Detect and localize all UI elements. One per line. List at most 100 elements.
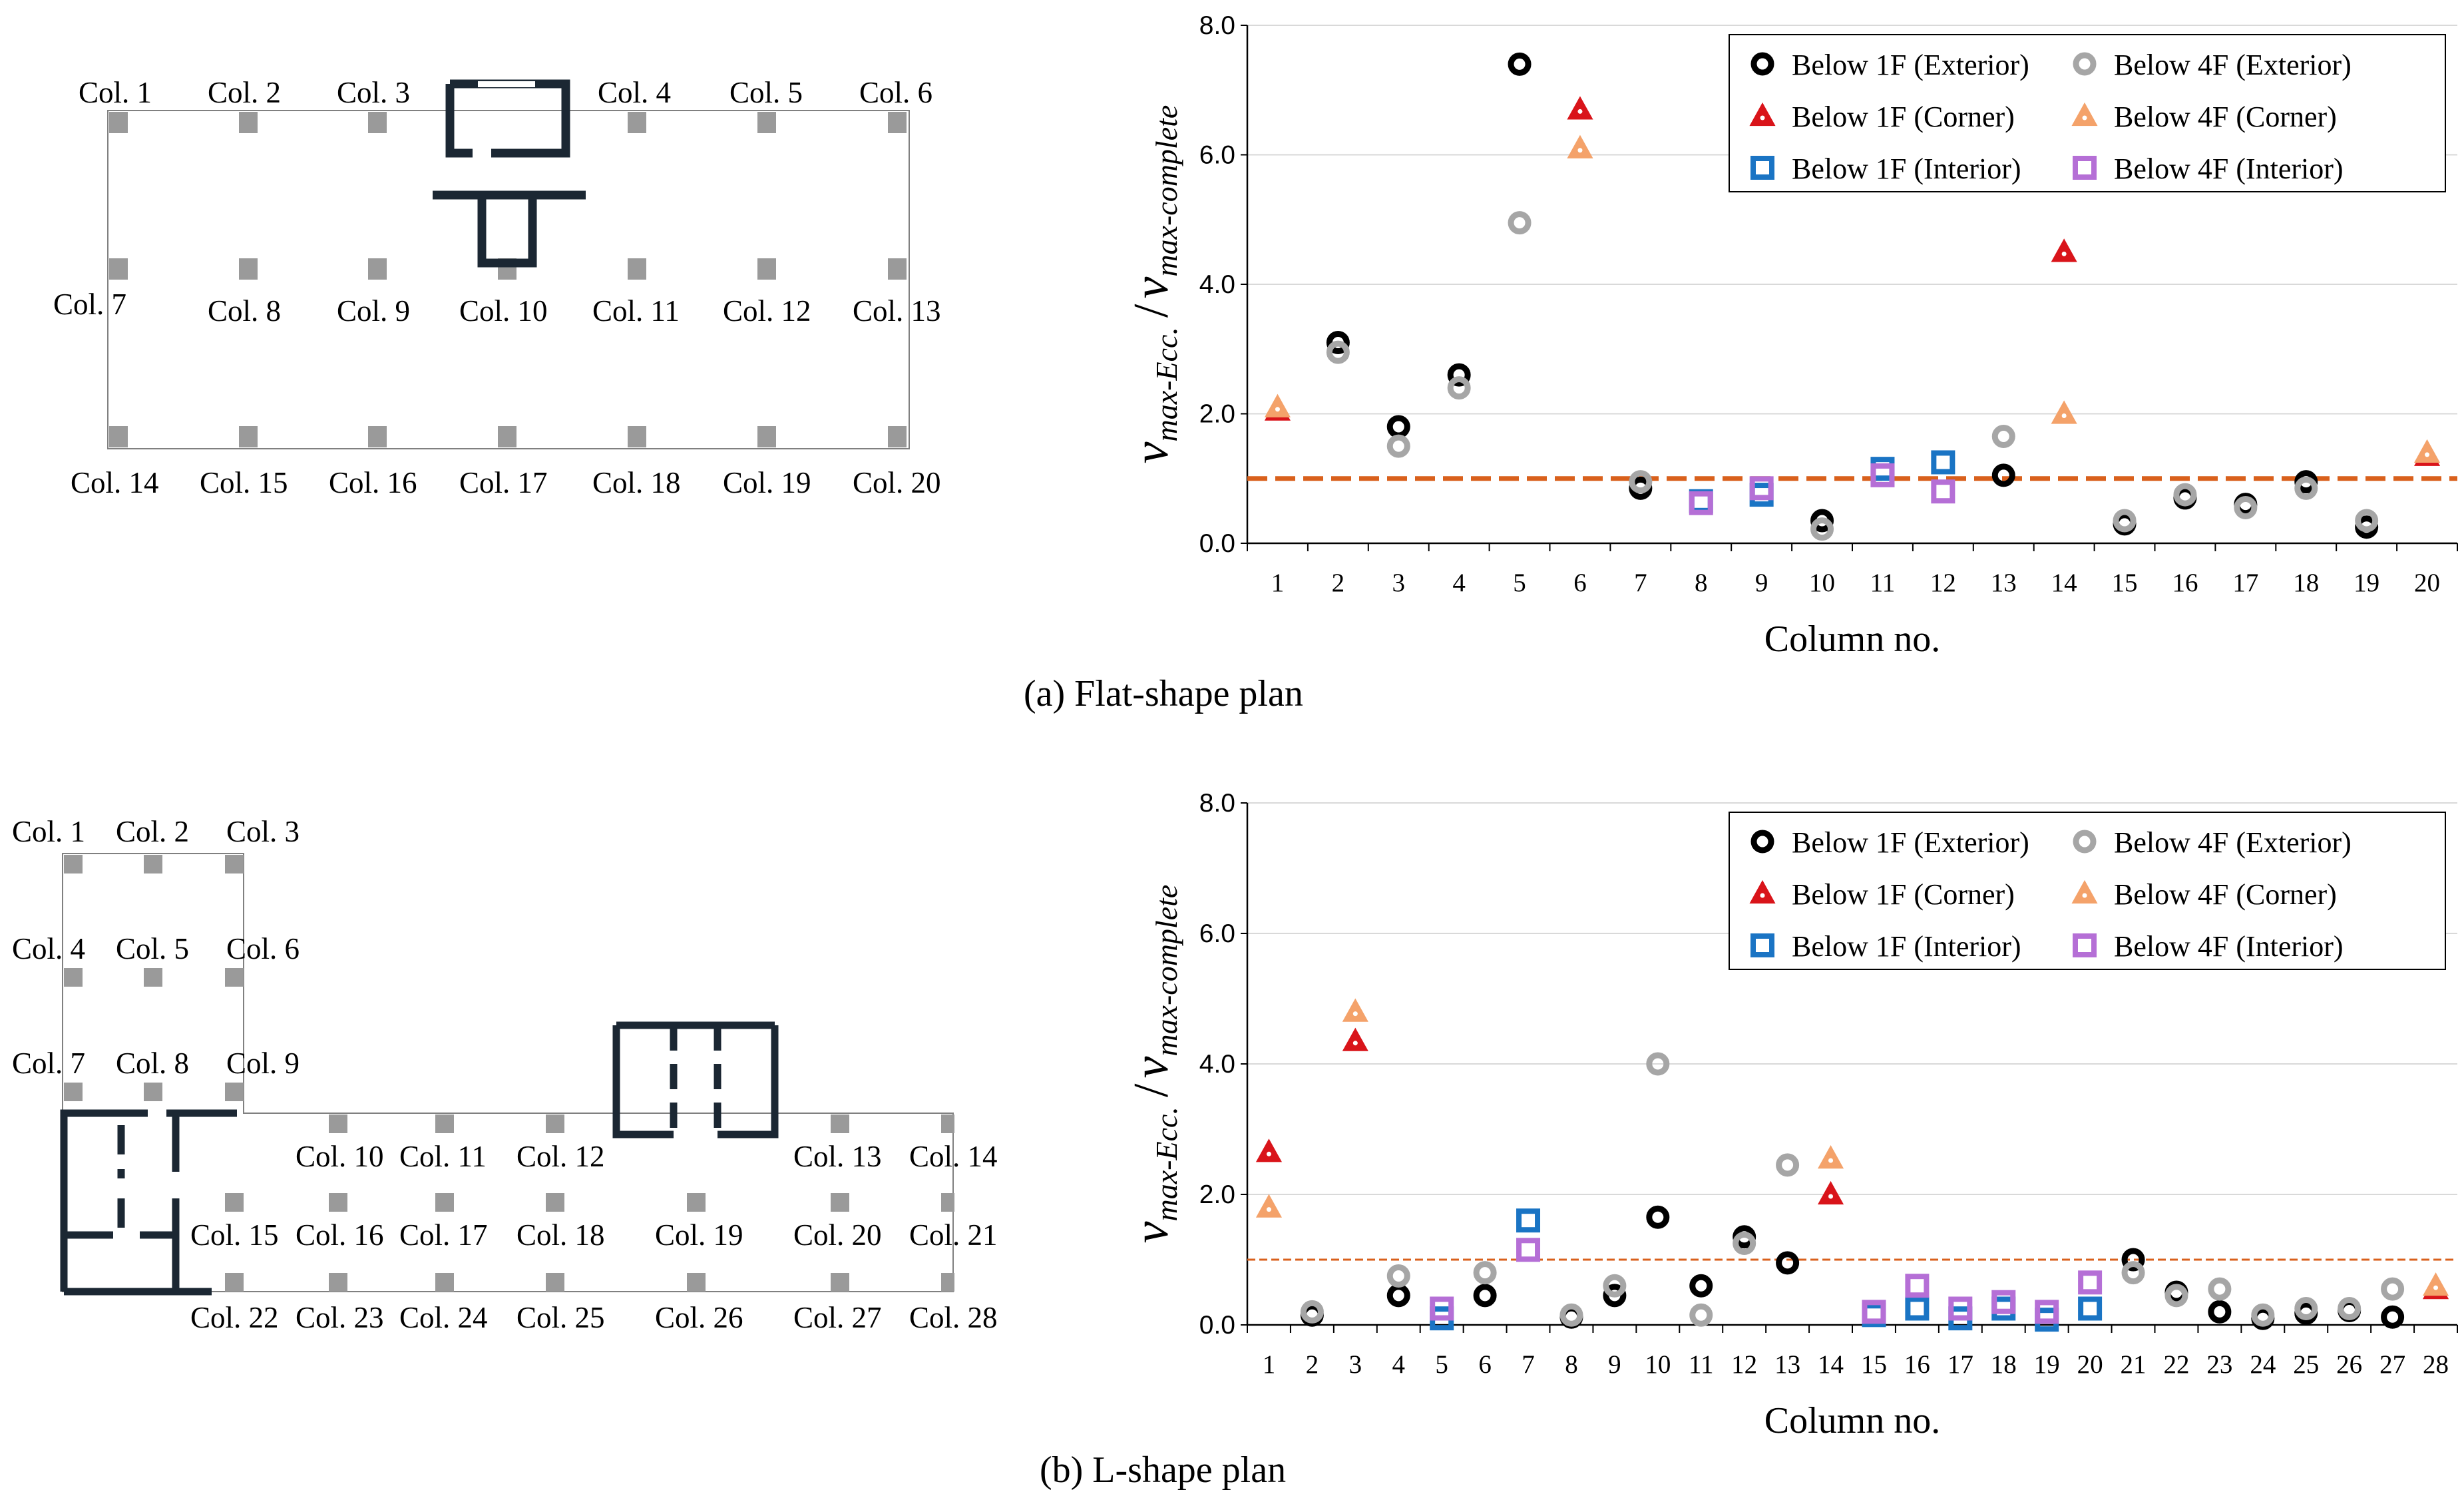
data-point <box>2294 1297 2318 1320</box>
x-tick-label: 17 <box>2232 569 2258 597</box>
legend-marker <box>1750 830 1774 854</box>
data-point <box>1749 483 1774 507</box>
plan-b-col-marker <box>329 1115 347 1133</box>
data-point <box>1386 415 1410 439</box>
data-point <box>2113 509 2137 533</box>
plan-a-columns <box>109 112 907 447</box>
plan-b-col-marker <box>225 1273 244 1292</box>
plan-a-flat-shape: Col. 1 Col. 2 Col. 3 Col. 4 Col. 5 Col. … <box>53 76 941 499</box>
x-tick-label: 3 <box>1392 569 1406 597</box>
x-tick-label: 12 <box>1731 1350 1757 1379</box>
data-point-center <box>1577 148 1583 153</box>
plan-b-col-label: Col. 13 <box>793 1140 882 1173</box>
x-tick-label: 15 <box>1861 1350 1887 1379</box>
plan-b-col-label: Col. 6 <box>226 932 300 965</box>
x-tick-label: 19 <box>2034 1350 2060 1379</box>
legend-label: Below 1F (Interior) <box>1792 930 2021 963</box>
data-point <box>2208 1277 2232 1301</box>
x-tick-label: 11 <box>1870 569 1896 597</box>
x-tick-label: 16 <box>1904 1350 1930 1379</box>
x-tick-label: 19 <box>2354 569 2379 597</box>
caption-b: (b) L-shape plan <box>1040 1449 1286 1491</box>
x-tick-label: 6 <box>1573 569 1587 597</box>
data-point <box>1264 393 1291 417</box>
data-point <box>1646 1205 1670 1229</box>
x-tick-label: 10 <box>1645 1350 1671 1379</box>
plan-b-core-walls <box>60 1021 779 1296</box>
data-point <box>2051 400 2077 424</box>
y-axis-title: vmax-Ecc./vmax-complete <box>1124 105 1183 464</box>
data-point <box>1931 450 1955 475</box>
plan-a-col-label: Col. 5 <box>729 76 803 109</box>
legend-marker <box>2071 102 2098 126</box>
plan-a-col-label: Col. 4 <box>598 76 671 109</box>
plan-a-col-label: Col. 10 <box>459 294 548 328</box>
plan-a-col-label: Col. 8 <box>208 294 281 328</box>
legend-marker-center <box>1760 893 1765 898</box>
data-point <box>1991 1290 2016 1314</box>
legend-marker <box>2073 156 2097 180</box>
series-below-1f-corner- <box>1255 1027 2449 1300</box>
legend-label: Below 4F (Exterior) <box>2114 49 2352 81</box>
y-tick-label: 4.0 <box>1199 270 1235 299</box>
legend-label: Below 1F (Corner) <box>1792 101 2015 133</box>
legend-label: Below 1F (Interior) <box>1792 152 2021 185</box>
data-point <box>1447 376 1471 400</box>
plan-b-col-label: Col. 26 <box>655 1301 743 1334</box>
data-point <box>1300 1300 1324 1324</box>
legend-label: Below 4F (Interior) <box>2114 930 2344 963</box>
y-tick-label: 8.0 <box>1199 789 1235 818</box>
x-tick-label: 2 <box>1306 1350 1319 1379</box>
series-below-4f-exterior- <box>1326 211 2379 541</box>
x-axis-title: Column no. <box>1764 1400 1940 1441</box>
data-point <box>2381 1305 2405 1329</box>
plan-a-col-label: Col. 18 <box>592 466 681 499</box>
y-tick-label: 0.0 <box>1199 529 1235 558</box>
data-point <box>2078 1296 2103 1321</box>
data-point <box>1603 1274 1627 1298</box>
plan-a-col-marker <box>239 258 258 280</box>
plan-b-col-marker <box>941 1273 954 1292</box>
plan-b-col-marker <box>546 1115 564 1133</box>
data-point <box>1508 211 1532 235</box>
legend-label: Below 1F (Exterior) <box>1792 49 2029 81</box>
x-tick-label: 6 <box>1478 1350 1492 1379</box>
x-tick-label: 13 <box>1991 569 2017 597</box>
data-point <box>2251 1303 2275 1327</box>
plan-b-col-label: Col. 10 <box>296 1140 384 1173</box>
series-below-4f-corner- <box>1255 998 2449 1296</box>
plan-a-col-marker <box>888 258 907 280</box>
legend-marker <box>2073 933 2097 957</box>
plan-a-col-label: Col. 1 <box>79 76 152 109</box>
x-tick-label: 7 <box>1634 569 1647 597</box>
plan-b-col-label: Col. 21 <box>909 1218 998 1252</box>
plan-b-columns <box>64 855 954 1292</box>
data-point-center <box>1352 1011 1358 1017</box>
data-point <box>1689 491 1713 515</box>
data-point <box>1567 134 1593 158</box>
plan-b-col-marker <box>225 1193 244 1212</box>
legend-marker <box>1749 102 1776 126</box>
series-below-4f-corner- <box>1264 134 2441 463</box>
plan-a-col-marker <box>109 112 128 133</box>
y-tick-label: 2.0 <box>1199 1180 1235 1209</box>
plan-a-col-label: Col. 2 <box>208 76 281 109</box>
data-point-center <box>1828 1158 1834 1163</box>
plan-b-col-marker <box>546 1193 564 1212</box>
x-tick-label: 21 <box>2121 1350 2147 1379</box>
plan-b-col-marker <box>831 1115 849 1133</box>
plan-a-col-label: Col. 16 <box>329 466 417 499</box>
legend-label: Below 1F (Corner) <box>1792 878 2015 911</box>
data-point <box>1629 470 1653 494</box>
plan-a-column-labels: Col. 1 Col. 2 Col. 3 Col. 4 Col. 5 Col. … <box>53 76 941 499</box>
plan-a-col-label: Col. 17 <box>459 466 548 499</box>
data-point <box>1342 1027 1368 1051</box>
y-tick-label: 0.0 <box>1199 1311 1235 1340</box>
plan-b-col-label: Col. 8 <box>116 1047 189 1080</box>
data-point <box>1862 1300 1886 1324</box>
data-point <box>2422 1272 2449 1296</box>
data-point-center <box>1577 109 1583 114</box>
data-point <box>2294 476 2318 500</box>
x-tick-label: 1 <box>1271 569 1285 597</box>
plan-a-col-marker <box>628 426 646 447</box>
